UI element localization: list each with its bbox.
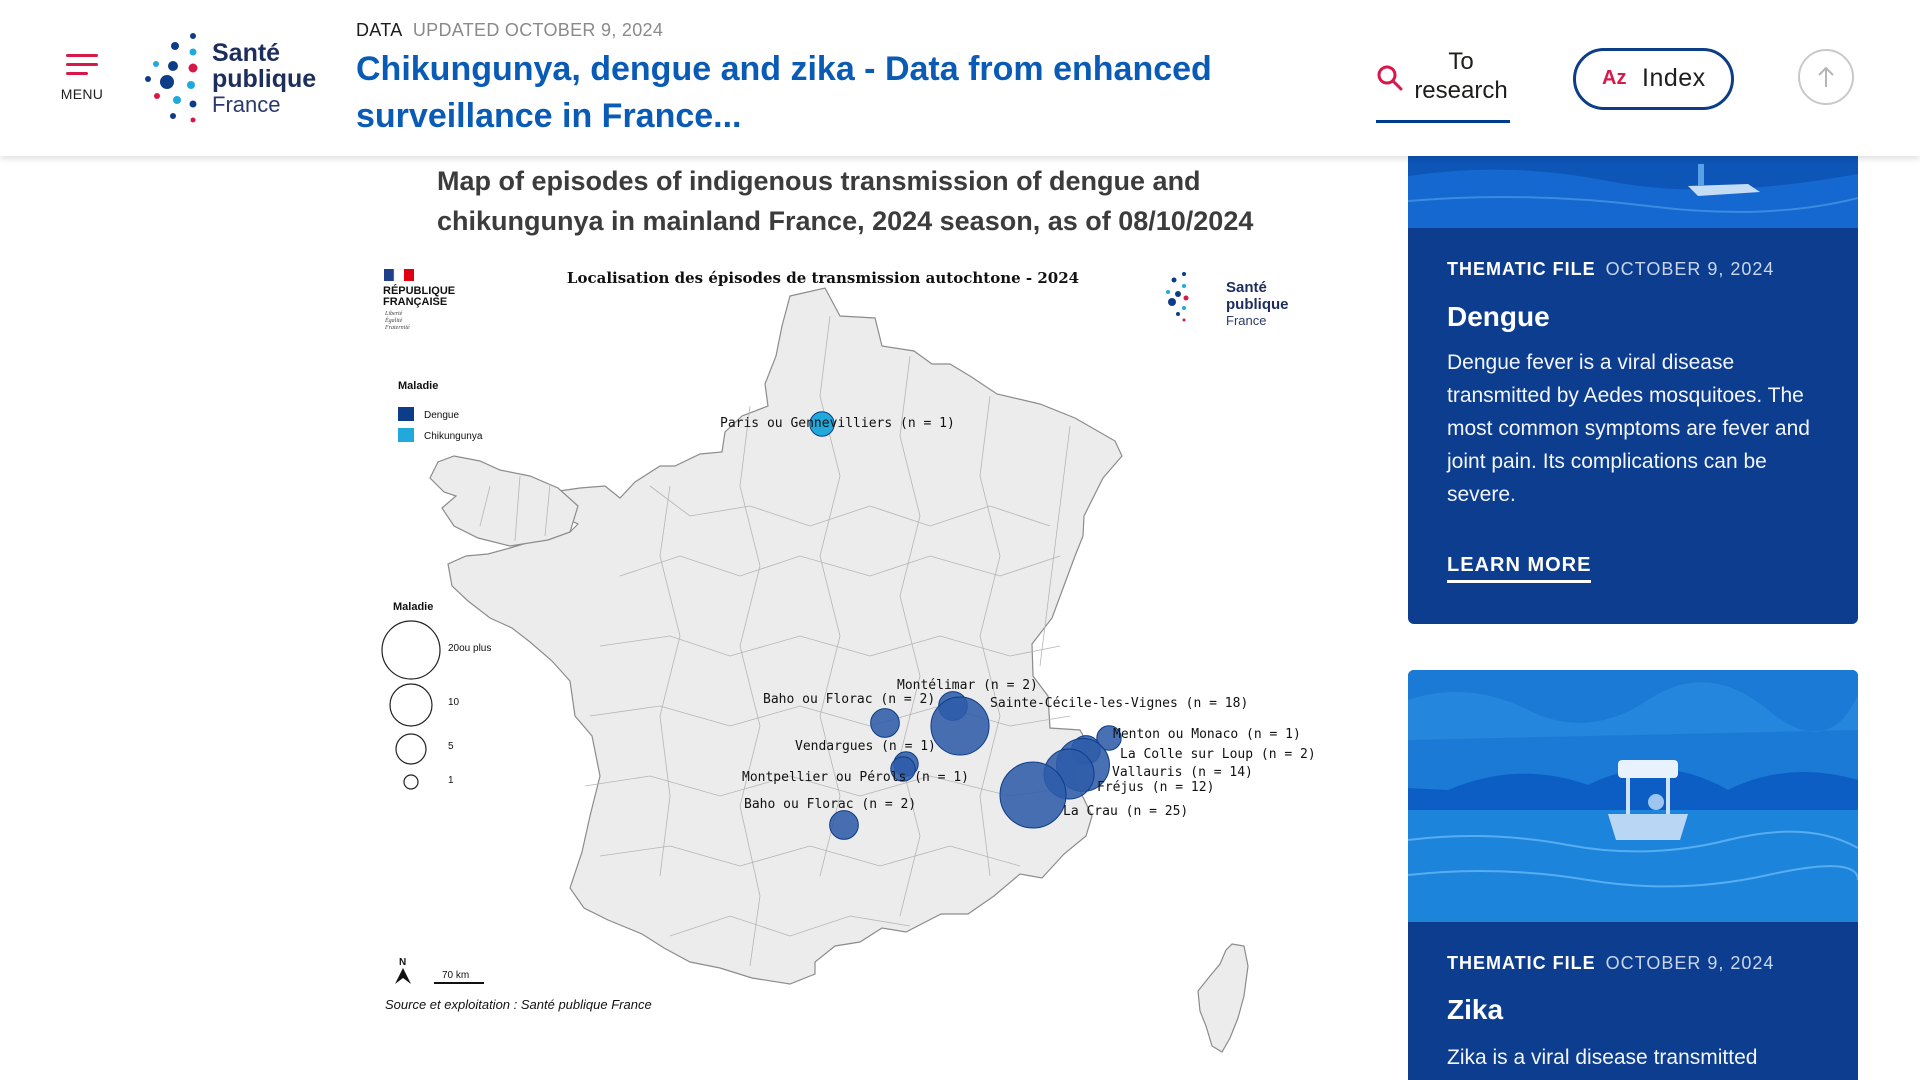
map-logo-line3: France (1226, 313, 1266, 328)
map-logo-line1: Santé (1226, 279, 1267, 296)
logo-dots-icon (145, 33, 198, 123)
scale-label: 70 km (442, 970, 469, 981)
index-label: Index (1642, 64, 1706, 92)
size-legend: Maladie 20ou plus 10 5 1 (381, 601, 491, 790)
map-logo-line2: publique (1226, 296, 1289, 313)
map-title: Localisation des épisodes de transmissio… (567, 269, 1079, 287)
scale-bar: 70 km (434, 970, 484, 984)
republic-line2: FRANÇAISE (383, 296, 447, 308)
republic-line1: RÉPUBLIQUE (383, 284, 455, 297)
episode-label: Vallauris (n = 14) (1112, 765, 1253, 780)
logo-line3: France (212, 92, 281, 117)
size-legend-20: 20ou plus (448, 643, 491, 654)
menu-button[interactable]: MENU (60, 50, 104, 106)
legend-dengue: Dengue (424, 410, 459, 421)
transmission-map: RÉPUBLIQUE FRANÇAISE Liberté Égalité Fra… (370, 256, 1330, 1056)
episode-labels: Paris ou Gennevilliers (n = 1) Montélimar… (720, 416, 1316, 819)
zika-card-date: OCTOBER 9, 2024 (1605, 953, 1775, 973)
legend-chikungunya: Chikungunya (424, 431, 483, 442)
france-map-outline (447, 287, 1123, 985)
zika-card[interactable]: THEMATIC FILE OCTOBER 9, 2024 Zika Zika i… (1408, 670, 1858, 1080)
figure-title: Map of episodes of indigenous transmissi… (437, 166, 1254, 236)
zika-card-image (1408, 670, 1858, 922)
disease-legend: Maladie Dengue Chikungunya (398, 380, 483, 442)
map-spf-logo: Santé publique France (1166, 272, 1289, 328)
hamburger-icon (66, 54, 98, 57)
map-svg: RÉPUBLIQUE FRANÇAISE Liberté Égalité Fra… (370, 256, 1330, 1056)
republic-motto2: Égalité (384, 316, 403, 324)
dengue-card-title[interactable]: Dengue (1447, 301, 1550, 332)
dengue-card-meta: THEMATIC FILE OCTOBER 9, 2024 (1447, 259, 1774, 280)
menu-label: MENU (60, 86, 104, 102)
breadcrumb: DATA UPDATED OCTOBER 9, 2024 (356, 20, 663, 41)
episode-label: Fréjus (n = 12) (1097, 780, 1214, 795)
zika-card-description: Zika is a viral disease transmitted (1447, 1046, 1758, 1069)
boat-image (1408, 670, 1858, 922)
episode-bubble (870, 708, 900, 738)
episode-bubble (809, 411, 835, 437)
dengue-card-date: OCTOBER 9, 2024 (1605, 259, 1775, 279)
department-boundaries (479, 315, 1081, 967)
content-type-label: DATA (356, 20, 402, 40)
episode-bubble (1096, 725, 1122, 751)
search-button[interactable]: To research (1376, 45, 1510, 123)
episode-label: Paris ou Gennevilliers (n = 1) (720, 416, 955, 431)
size-legend-5: 5 (448, 741, 454, 752)
map-source: Source et exploitation : Santé publique … (385, 997, 652, 1012)
zika-card-type: THEMATIC FILE (1447, 953, 1596, 973)
updated-date: UPDATED OCTOBER 9, 2024 (412, 20, 664, 40)
zika-card-meta: THEMATIC FILE OCTOBER 9, 2024 (1447, 953, 1774, 974)
episode-label: Sainte-Cécile-les-Vignes (n = 18) (990, 696, 1248, 711)
river-image (1408, 156, 1858, 228)
learn-more-link[interactable]: LEARN MORE (1447, 554, 1592, 583)
episode-bubble (930, 696, 990, 756)
episode-label: Montélimar (n = 2) (897, 678, 1038, 693)
logo-line1: Santé (212, 39, 281, 67)
size-legend-title: Maladie (393, 601, 433, 613)
episode-label: Baho ou Florac (n = 2) (744, 797, 916, 812)
episode-label: Vendargues (n = 1) (795, 739, 936, 754)
dengue-card-description: Dengue fever is a viral disease transmit… (1447, 351, 1810, 506)
episode-label: La Colle sur Loup (n = 2) (1120, 747, 1316, 762)
logo-line2: publique (212, 65, 317, 93)
disease-legend-title: Maladie (398, 380, 438, 392)
search-icon (1377, 65, 1403, 91)
corsica-outline (1197, 943, 1249, 1053)
index-button[interactable]: Az Index (1573, 48, 1734, 110)
size-legend-10: 10 (448, 697, 460, 708)
episode-bubbles (809, 411, 1122, 840)
logo-text: Santé publique France (212, 40, 316, 118)
episode-label: La Crau (n = 25) (1063, 804, 1188, 819)
republique-francaise-logo: RÉPUBLIQUE FRANÇAISE Liberté Égalité Fra… (383, 268, 455, 331)
brittany-outline (429, 455, 579, 547)
site-logo[interactable]: Santé publique France (143, 30, 318, 126)
episode-bubble (999, 761, 1067, 829)
north-arrow: N (395, 957, 411, 984)
episode-label: Menton ou Monaco (n = 1) (1113, 727, 1301, 742)
hamburger-icon-bar (66, 72, 88, 75)
zika-card-title[interactable]: Zika (1447, 994, 1504, 1025)
episode-bubble (890, 756, 916, 782)
arrow-up-icon (1818, 66, 1834, 87)
site-header: MENU Santé publique France DATA UPDATED … (0, 0, 1920, 156)
dengue-card-image (1408, 156, 1858, 228)
search-label: To research (1414, 48, 1508, 104)
dengue-card[interactable]: THEMATIC FILE OCTOBER 9, 2024 Dengue Deng… (1408, 156, 1858, 624)
republic-motto1: Liberté (384, 311, 403, 317)
size-legend-1: 1 (448, 775, 454, 786)
republic-motto3: Fraternité (384, 325, 410, 331)
episode-bubble (829, 810, 859, 840)
north-label: N (399, 957, 406, 968)
episode-label: Montpellier ou Pérols (n = 1) (742, 770, 969, 785)
episode-label: Baho ou Florac (n = 2) (763, 692, 935, 707)
page-title: Chikungunya, dengue and zika - Data from… (356, 50, 1212, 135)
back-to-top-button[interactable] (1798, 49, 1854, 105)
dengue-card-type: THEMATIC FILE (1447, 259, 1596, 279)
hamburger-icon-bar (66, 63, 98, 66)
az-icon: Az (1602, 67, 1627, 89)
